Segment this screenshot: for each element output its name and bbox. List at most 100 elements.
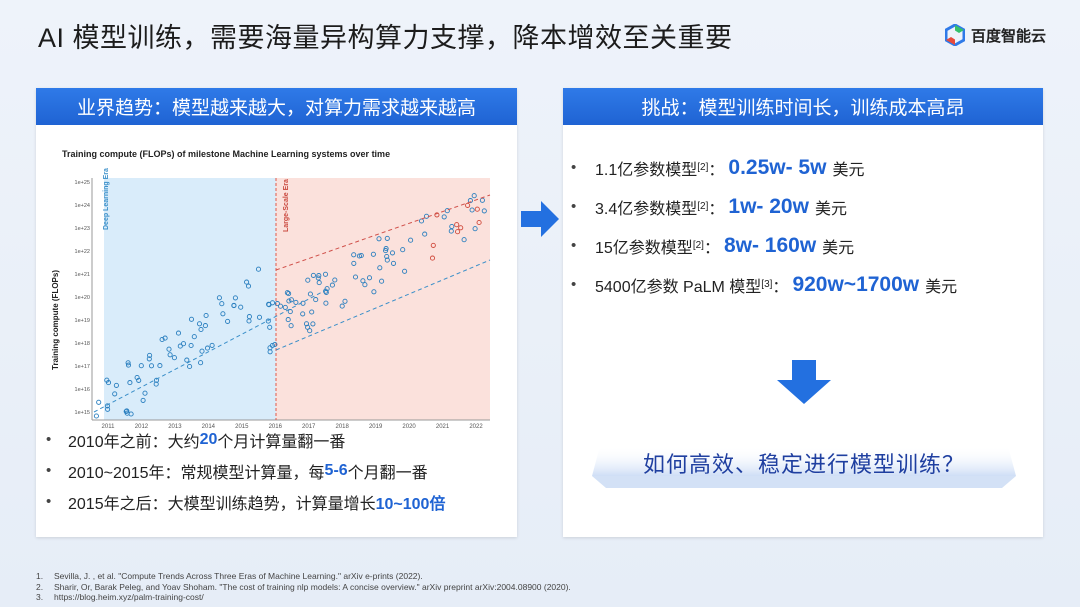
chart-point	[441, 214, 447, 220]
chart-point	[162, 335, 168, 341]
cost-item-unit: 美元	[832, 161, 865, 179]
x-tick-label: 2018	[336, 424, 350, 430]
chart-point	[384, 257, 390, 263]
reference-number: 3.	[36, 592, 44, 602]
chart-point	[389, 250, 396, 256]
trend-panel-header: 业界趋势：模型越来越大，对算力需求越来越高	[36, 88, 517, 125]
chart-point	[105, 406, 111, 412]
chart-point	[444, 208, 450, 214]
chart-title: Training compute (FLOPs) of milestone Ma…	[62, 149, 391, 159]
chart-point	[371, 289, 377, 295]
chart-point	[383, 248, 389, 254]
chart-point	[180, 341, 187, 347]
chart-point	[316, 280, 322, 286]
chart-point	[362, 282, 368, 288]
x-tick-label: 2012	[135, 424, 149, 430]
chart-point	[402, 268, 408, 274]
arrow-right-icon	[521, 201, 559, 237]
cost-item-value: 920w~1700w	[792, 272, 920, 296]
bullet-dot: •	[571, 198, 577, 215]
chart-point	[309, 309, 315, 315]
chart-point	[219, 301, 225, 307]
x-tick-label: 2015	[235, 424, 249, 430]
chart-point	[159, 336, 165, 343]
cost-item-unit: 美元	[925, 278, 958, 296]
question-banner-bg	[592, 446, 1016, 488]
chart-point	[209, 342, 215, 348]
logo: 百度智能云	[944, 24, 1046, 46]
y-tick-label: 1e+23	[75, 226, 90, 232]
chart-point	[471, 193, 477, 199]
trend-line-deep	[93, 289, 327, 413]
cost-item-colon: ：	[708, 200, 725, 218]
chart-point	[479, 197, 485, 203]
y-tick-label: 1e+15	[75, 410, 90, 416]
chart-point	[220, 311, 226, 317]
chart-point	[123, 408, 129, 414]
chart-point	[284, 290, 290, 296]
cost-item-ref: [2]	[692, 240, 704, 251]
baidu-cloud-hex-icon	[944, 24, 965, 46]
x-tick-label: 2014	[202, 424, 216, 430]
chart-point	[461, 237, 467, 243]
y-tick-label: 1e+25	[75, 180, 90, 186]
chart-point	[339, 303, 345, 309]
chart-point	[265, 318, 271, 324]
chart-point	[175, 330, 182, 336]
y-tick-label: 1e+20	[75, 295, 90, 301]
x-ticks: 2011 2012 2013 2014 2015 2016 2017 2018 2019 2020…	[102, 424, 484, 430]
compute-trend-chart-svg: 2011 2012 2013 2014 2015 2016 2017 2018 2019 2020…	[51, 168, 491, 430]
bullet-dot: •	[46, 493, 52, 510]
chart-point	[474, 206, 480, 212]
chart-point	[146, 356, 152, 362]
chart-point	[476, 219, 482, 226]
chart-point	[112, 391, 118, 397]
chart-point	[148, 363, 155, 369]
x-tick-label: 2022	[469, 424, 483, 430]
slide-title: AI 模型训练，需要海量异构算力支撑，降本增效至关重要	[38, 23, 733, 53]
chart-point	[422, 231, 428, 237]
chart-point	[313, 297, 319, 303]
chart-point	[198, 326, 204, 333]
chart-point	[458, 225, 464, 231]
cost-item-unit: 美元	[822, 239, 855, 257]
chart-point	[300, 311, 306, 317]
chart-point	[203, 312, 209, 319]
chart-point	[167, 352, 173, 358]
x-tick-label: 2020	[402, 424, 416, 430]
bullet-dot: •	[46, 462, 52, 479]
chart-point	[379, 278, 385, 284]
chart-point	[266, 302, 272, 308]
reference-item: 1. Sevilla, J. , et al. "Compute Trends A…	[36, 571, 571, 582]
chart-point	[204, 345, 211, 351]
chart-point	[342, 298, 348, 304]
reference-text: https://blog.heim.xyz/palm-training-cost…	[54, 592, 204, 602]
y-tick-label: 1e+16	[75, 387, 90, 393]
chart-point	[307, 291, 313, 297]
trend-panel: 业界趋势：模型越来越大，对算力需求越来越高 2011 2012 2013 2014 20…	[36, 88, 517, 537]
chart-point	[157, 363, 163, 369]
chart-point	[310, 321, 316, 327]
cost-item-colon: ：	[703, 239, 720, 257]
cost-item: • 3.4亿参数模型 [2]： 1w- 20w 美元	[571, 187, 957, 226]
chart-point	[177, 343, 183, 349]
chart-point	[332, 277, 338, 283]
chart-point	[390, 260, 397, 266]
bullet-text: 2010~2015年：常规模型计算量，每	[68, 464, 325, 482]
bullet-dot: •	[46, 431, 52, 448]
cost-item: • 15亿参数模型 [2]： 8w- 160w 美元	[571, 226, 957, 265]
chart-point	[384, 253, 390, 260]
chart-point	[153, 377, 160, 383]
chart-point	[282, 304, 288, 310]
bullet-text: 2015年之后：大模型训练趋势，计算量增长	[68, 495, 376, 513]
chart-point	[287, 309, 293, 315]
chart-point	[198, 360, 204, 366]
chart-point	[430, 242, 436, 248]
chart-point	[128, 411, 134, 417]
x-tick-label: 2011	[102, 424, 116, 430]
chart-point	[188, 342, 194, 349]
question-text: 如何高效、稳定进行模型训练？	[642, 452, 965, 477]
chart-point	[93, 413, 99, 419]
bullet-highlight: 20	[199, 430, 218, 448]
cost-item-value: 1w- 20w	[728, 194, 809, 218]
